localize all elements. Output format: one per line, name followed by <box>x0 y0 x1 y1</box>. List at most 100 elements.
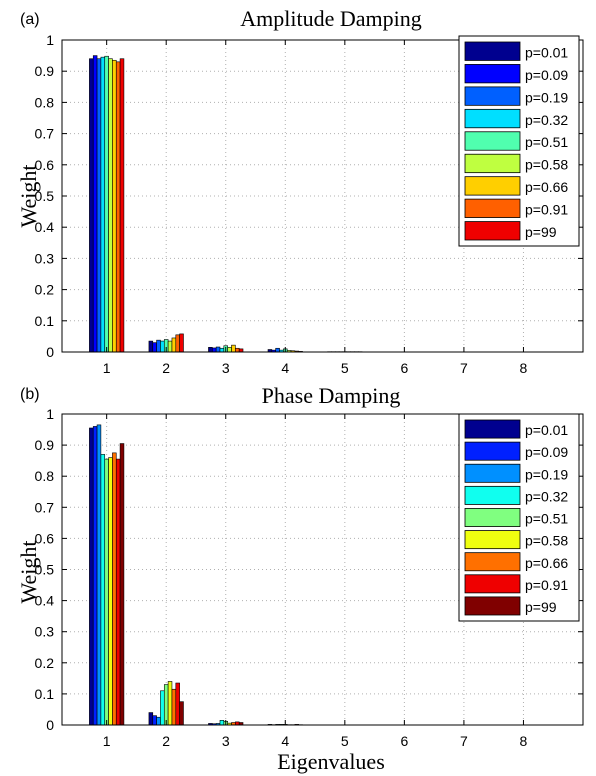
bar-a-cat2-p=99 <box>179 333 184 353</box>
x-tick-label-a: 8 <box>520 360 528 376</box>
y-tick-label-b: 0.5 <box>35 562 55 578</box>
bar-b-cat2-p=0.01 <box>148 712 154 726</box>
x-tick-label-b: 6 <box>400 733 408 749</box>
bar-a-cat2-p=0.58 <box>167 340 173 353</box>
legend-swatch-b <box>464 574 521 594</box>
bar-a-cat1-p=0.01 <box>89 58 94 353</box>
bar-b-cat1-p=0.58 <box>108 457 113 726</box>
bar-a-cat1-p=0.09 <box>92 55 98 353</box>
x-tick-label-a: 6 <box>400 360 408 376</box>
x-tick-label-b: 2 <box>162 733 170 749</box>
legend-swatch-a <box>464 176 521 196</box>
chart-title-b: Phase Damping <box>262 383 401 408</box>
y-tick-label-b: 0.2 <box>35 655 55 671</box>
bar-b-cat1-p=0.09 <box>92 426 98 726</box>
legend-swatch-b <box>464 485 521 505</box>
bar-a-cat2-p=0.09 <box>152 342 157 353</box>
bar-b-cat2-p=0.91 <box>175 682 180 726</box>
y-tick-label-b: 0 <box>46 717 54 733</box>
y-tick-label-a: 0.4 <box>35 219 55 235</box>
bar-a-cat2-p=0.91 <box>175 334 180 353</box>
y-tick-label-b: 0.3 <box>35 624 55 640</box>
legend-entry-b: p=0.19 <box>525 466 568 482</box>
bar-b-cat3-p=0.32 <box>219 720 225 726</box>
bar-b-cat2-p=0.58 <box>167 681 173 726</box>
panel-label-a: (a) <box>20 11 40 28</box>
x-tick-label-a: 1 <box>103 360 111 376</box>
legend-swatch-b <box>464 419 521 439</box>
legend-swatch-b <box>464 441 521 461</box>
bar-a-cat1-p=0.66 <box>112 59 117 353</box>
y-tick-label-b: 1 <box>46 406 54 422</box>
y-tick-label-a: 0.9 <box>35 63 55 79</box>
bar-a-cat3-p=0.66 <box>231 344 236 353</box>
bar-b-cat2-p=0.32 <box>160 690 165 726</box>
bar-b-cat1-p=0.19 <box>96 424 102 726</box>
legend-b: p=0.01 p=0.09 p=0.19 p=0.32 p=0.51 p=0.58 p=0.… <box>458 413 580 622</box>
y-axis-label-a: Weight <box>16 165 41 228</box>
x-tick-label-b: 8 <box>520 733 528 749</box>
bar-a-cat3-p=0.09 <box>212 347 217 353</box>
legend-entry-b: p=0.66 <box>525 555 568 571</box>
y-axis-label-b: Weight <box>16 541 41 604</box>
x-tick-label-b: 7 <box>460 733 468 749</box>
legend-swatch-b <box>464 552 521 572</box>
bar-a-cat2-p=0.66 <box>171 337 177 353</box>
x-tick-label-a: 5 <box>341 360 349 376</box>
y-tick-label-a: 0.3 <box>35 250 55 266</box>
bar-a-cat3-p=0.58 <box>227 347 232 353</box>
bar-a-cat1-p=0.32 <box>100 56 106 353</box>
legend-a: p=0.01 p=0.09 p=0.19 p=0.32 p=0.51 p=0.58 p=0.… <box>458 35 580 247</box>
legend-swatch-a <box>464 131 521 151</box>
legend-swatch-a <box>464 64 521 84</box>
legend-swatch-a <box>464 108 521 129</box>
bar-a-cat1-p=0.51 <box>104 55 109 353</box>
legend-swatch-b <box>464 463 521 483</box>
y-tick-label-a: 0.2 <box>35 282 55 298</box>
x-tick-label-a: 3 <box>222 360 230 376</box>
bar-a-cat3-p=0.32 <box>219 347 225 353</box>
x-tick-label-b: 1 <box>103 733 111 749</box>
y-tick-label-a: 0.7 <box>35 126 55 142</box>
y-tick-label-b: 0.8 <box>35 468 55 484</box>
panel-label-b: (b) <box>20 386 40 403</box>
legend-swatch-a <box>464 86 521 106</box>
bar-b-cat2-p=0.19 <box>156 716 161 726</box>
legend-entry-a: p=99 <box>525 224 557 240</box>
x-tick-label-a: 4 <box>281 360 289 376</box>
legend-swatch-a <box>464 153 521 174</box>
bar-b-cat2-p=0.09 <box>152 715 157 726</box>
x-tick-label-a: 2 <box>162 360 170 376</box>
x-axis-label-b: Eigenvalues <box>277 749 385 774</box>
legend-swatch-b <box>464 596 521 616</box>
legend-entry-a: p=0.66 <box>525 179 568 195</box>
legend-entry-a: p=0.09 <box>525 67 568 83</box>
legend-entry-a: p=0.58 <box>525 157 568 173</box>
bar-a-cat4-p=0.19 <box>275 347 280 353</box>
bar-a-cat2-p=0.01 <box>148 340 154 353</box>
legend-entry-a: p=0.51 <box>525 134 568 150</box>
bar-b-cat1-p=0.66 <box>112 452 117 726</box>
y-tick-label-b: 0.9 <box>35 437 55 453</box>
plot-area-b: 0 0.1 0.2 0.3 0.4 0.5 0.6 0.7 0.8 0.9 1 1 2 3 4 5 6 7 8 p=0… <box>35 406 584 749</box>
legend-entry-b: p=0.09 <box>525 444 568 460</box>
y-tick-label-b: 0.7 <box>35 499 55 515</box>
y-tick-label-a: 0.8 <box>35 94 55 110</box>
bar-a-cat2-p=0.32 <box>160 340 165 353</box>
legend-swatch-a <box>464 221 521 241</box>
legend-swatch-a <box>464 41 521 61</box>
bar-b-cat1-p=0.32 <box>100 454 106 726</box>
bar-a-cat3-p=0.01 <box>208 347 213 353</box>
y-tick-label-a: 1 <box>46 32 54 48</box>
bar-b-cat1-p=0.91 <box>115 458 121 726</box>
legend-entry-b: p=0.32 <box>525 488 568 504</box>
legend-entry-b: p=0.01 <box>525 422 568 438</box>
bar-a-cat3-p=0.19 <box>215 346 221 353</box>
legend-entry-b: p=0.58 <box>525 533 568 549</box>
bar-a-cat2-p=0.19 <box>156 339 161 353</box>
x-tick-label-b: 3 <box>222 733 230 749</box>
legend-swatch-b <box>464 530 521 550</box>
y-tick-label-b: 0.6 <box>35 530 55 546</box>
bar-a-cat3-p=0.91 <box>235 347 240 353</box>
